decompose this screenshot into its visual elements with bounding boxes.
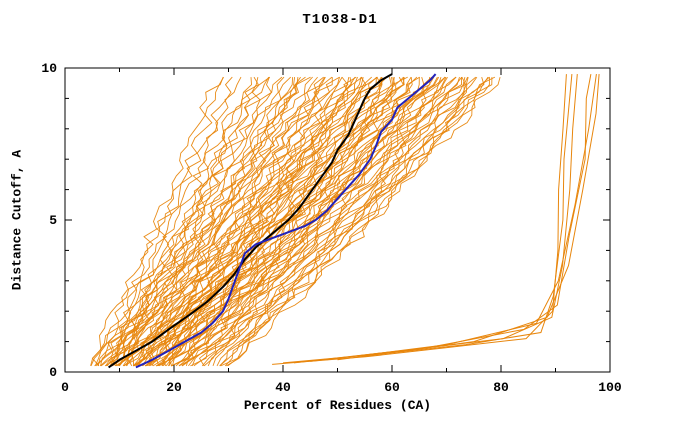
- x-tick-label: 40: [275, 380, 291, 395]
- outlier-curve: [326, 74, 597, 361]
- ensemble-curve: [188, 76, 460, 367]
- ensemble-curve: [147, 76, 408, 367]
- ensemble-curve: [105, 76, 313, 367]
- ensemble-curve: [148, 76, 388, 367]
- ensemble-curve: [97, 76, 283, 366]
- ensemble-curve: [227, 76, 501, 367]
- ensemble-curve: [133, 76, 378, 367]
- ensemble-curve: [118, 77, 297, 367]
- ensemble-curve: [170, 76, 442, 367]
- ensemble-curve: [118, 77, 294, 367]
- ensemble-curve: [220, 77, 493, 367]
- ensemble-curve: [115, 76, 349, 367]
- ensemble-curve: [126, 76, 357, 366]
- chart-title: T1038-D1: [302, 12, 378, 28]
- highlighted-model-black-curve: [108, 73, 393, 369]
- ensemble-curve: [90, 76, 224, 367]
- ensemble-curve: [219, 76, 485, 367]
- y-tick-label: 0: [49, 365, 57, 380]
- ensemble-curve: [132, 77, 362, 366]
- x-tick-label: 0: [61, 380, 69, 395]
- ensemble-curve: [137, 76, 340, 367]
- ensemble-curve: [168, 77, 394, 366]
- ensemble-curve: [203, 76, 469, 367]
- ensemble-curve: [123, 77, 350, 367]
- ensemble-curve: [91, 76, 233, 367]
- ensemble-curve: [185, 76, 457, 367]
- x-tick-label: 60: [384, 380, 400, 395]
- ensemble-curve: [212, 76, 478, 367]
- ensemble-curve: [161, 77, 420, 367]
- ensemble-curve: [134, 76, 373, 367]
- ensemble-curve: [100, 77, 259, 367]
- ensemble-curve: [133, 76, 326, 367]
- ensemble-curve: [161, 76, 363, 367]
- ensemble-curve: [119, 77, 333, 367]
- ensemble-curve: [167, 76, 438, 367]
- ensemble-curve: [149, 77, 352, 367]
- ensemble-curve: [95, 76, 271, 367]
- ensemble-curve: [193, 76, 466, 367]
- ensemble-curve: [133, 76, 382, 367]
- ensemble-curve: [201, 76, 469, 367]
- ensemble-curve: [90, 77, 252, 367]
- ensemble-curve: [190, 76, 463, 367]
- ensemble-curve: [100, 76, 292, 367]
- ensemble-curve: [207, 76, 477, 367]
- x-tick-label: 20: [166, 380, 182, 395]
- ensemble-curve: [165, 76, 404, 367]
- ensemble-curve: [94, 76, 224, 367]
- ensemble-curve: [198, 76, 467, 367]
- ensemble-curve: [94, 76, 242, 367]
- y-tick-label: 5: [49, 213, 57, 228]
- ensemble-curve: [104, 76, 301, 367]
- outlier-curve: [337, 74, 600, 361]
- ensemble-curve: [100, 76, 260, 367]
- x-axis-label: Percent of Residues (CA): [243, 398, 432, 413]
- ensemble-curve: [216, 76, 490, 367]
- y-tick-label: 10: [41, 61, 57, 76]
- ensemble-curve: [144, 77, 395, 367]
- x-tick-label: 80: [493, 380, 509, 395]
- ensemble-curve: [178, 76, 448, 367]
- highlighted-model-blue-curve: [135, 73, 437, 369]
- x-tick-label: 100: [598, 380, 622, 395]
